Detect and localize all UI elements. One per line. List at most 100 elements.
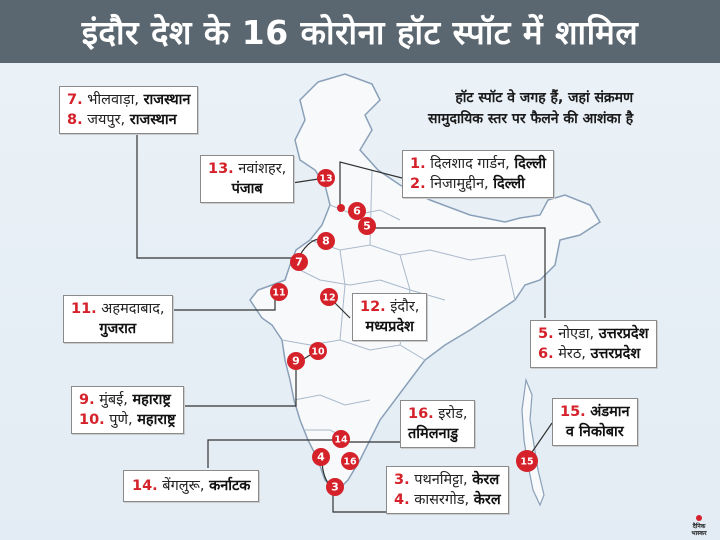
label-place-14: बेंगलुरू, (162, 478, 205, 494)
hotspot-marker-label-6: 6 (353, 205, 361, 218)
label-box-noida-meerut: 5. नोएडा, उत्तरप्रदेश 6. मेरठ, उत्तरप्रद… (530, 320, 657, 368)
label-place-4: कासरगोड, (414, 492, 470, 508)
label-place-15: अंडमान (590, 404, 630, 420)
label-box-indore: 12. इंदौर, मध्यप्रदेश (352, 293, 428, 341)
label-num-14: 14. (132, 478, 158, 494)
hotspot-marker-7 (290, 253, 308, 271)
hotspot-marker-label-5: 5 (363, 220, 371, 233)
label-box-bengaluru: 14. बेंगलुरू, कर्नाटक (123, 470, 260, 502)
hotspot-marker-5 (358, 217, 376, 235)
label-place-5: नोएडा, (558, 326, 595, 342)
hotspot-marker-16 (341, 452, 359, 470)
label-num-6: 6. (538, 346, 554, 362)
hotspot-marker-label-10: 10 (311, 347, 325, 358)
label-box-erode: 16. इरोड, तमिलनाडु (400, 400, 476, 448)
hotspot-marker-label-15: 15 (520, 457, 533, 468)
label-place-10: पुणे, (109, 412, 133, 428)
hotspot-marker-delhi (337, 204, 345, 212)
label-num-9: 9. (79, 392, 95, 408)
label-state-15: व निकोबार (565, 424, 624, 440)
label-num-5: 5. (538, 326, 554, 342)
label-place-13: नवांशहर, (238, 161, 287, 177)
logo-line-2: भास्कर (691, 530, 707, 537)
label-num-8: 8. (67, 112, 83, 128)
hotspot-marker-label-12: 12 (322, 293, 335, 304)
hotspot-marker-label-3: 3 (331, 481, 339, 494)
label-place-2: निजामुद्दीन, (430, 176, 489, 192)
label-place-3: पथनमिट्टा, (414, 472, 468, 488)
label-state-11: गुजरात (99, 321, 137, 337)
title-bar: इंदौर देश के 16 कोरोना हॉट स्पॉट में शाम… (0, 0, 720, 63)
label-place-7: भीलवाड़ा, (87, 92, 139, 108)
label-box-andaman: 15. अंडमान व निकोबार (552, 398, 638, 446)
label-box-ahmedabad: 11. अहमदाबाद, गुजरात (63, 295, 173, 343)
label-num-1: 1. (410, 156, 426, 172)
hotspot-marker-label-4: 4 (317, 451, 325, 464)
label-place-16: इरोड, (438, 406, 468, 422)
hotspot-marker-label-8: 8 (322, 235, 330, 248)
logo-dot-icon (696, 515, 702, 521)
logo-line-1: दैनिक (692, 523, 706, 530)
label-place-11: अहमदाबाद, (101, 301, 165, 317)
dainik-bhaskar-logo: दैनिक भास्कर (684, 515, 714, 537)
label-num-13: 13. (208, 161, 234, 177)
page-title: इंदौर देश के 16 कोरोना हॉट स्पॉट में शाम… (81, 13, 639, 52)
hotspot-marker-label-14: 14 (334, 435, 348, 446)
label-state-10: महाराष्ट्र (137, 412, 176, 428)
hotspot-marker-13 (317, 169, 335, 187)
hotspot-marker-12 (320, 288, 338, 306)
label-num-4: 4. (394, 492, 410, 508)
hotspot-marker-label-16: 16 (343, 457, 357, 468)
label-num-11: 11. (71, 301, 97, 317)
hotspot-marker-10 (309, 342, 327, 360)
hotspot-marker-15 (516, 450, 538, 472)
india-outline (249, 73, 602, 494)
state-borders (281, 169, 516, 441)
label-state-14: कर्नाटक (209, 478, 251, 494)
hotspot-marker-9 (287, 352, 305, 370)
hotspot-marker-label-9: 9 (292, 355, 300, 368)
label-num-2: 2. (410, 176, 426, 192)
andaman-islands (521, 377, 545, 507)
label-place-1: दिलशाद गार्डन, (430, 156, 510, 172)
label-num-10: 10. (79, 412, 105, 428)
label-place-8: जयपुर, (87, 112, 126, 128)
label-state-7: राजस्थान (143, 92, 191, 108)
hotspot-marker-3 (326, 478, 344, 496)
label-box-mumbai-pune: 9. मुंबई, महाराष्ट्र 10. पुणे, महाराष्ट्… (71, 386, 184, 434)
label-num-7: 7. (67, 92, 83, 108)
label-num-3: 3. (394, 472, 410, 488)
label-num-12: 12. (360, 299, 386, 315)
label-num-16: 16. (408, 406, 434, 422)
label-state-8: राजस्थान (129, 112, 177, 128)
label-state-1: दिल्ली (514, 156, 546, 172)
hotspot-note: हॉट स्पॉट वे जगह हैं, जहां संक्रमण सामुद… (428, 88, 633, 130)
note-line-1: हॉट स्पॉट वे जगह हैं, जहां संक्रमण (455, 90, 634, 106)
label-place-6: मेरठ, (558, 346, 586, 362)
hotspot-markers: 3 4 56 7 8 9 10 11 12 13 14 15 16 (270, 169, 538, 496)
label-state-4: केरल (473, 492, 501, 508)
hotspot-marker-14 (332, 430, 350, 448)
hotspot-marker-8 (317, 232, 335, 250)
label-state-2: दिल्ली (493, 176, 525, 192)
label-state-13: पंजाब (231, 181, 263, 197)
label-state-12: मध्यप्रदेश (365, 319, 414, 335)
hotspot-marker-label-7: 7 (295, 256, 303, 269)
label-state-9: महाराष्ट्र (132, 392, 171, 408)
label-place-9: मुंबई, (99, 392, 128, 408)
label-state-6: उत्तरप्रदेश (590, 346, 641, 362)
label-box-delhi: 1. दिलशाद गार्डन, दिल्ली 2. निजामुद्दीन,… (402, 150, 554, 198)
hotspot-marker-label-11: 11 (272, 288, 285, 299)
label-state-5: उत्तरप्रदेश (598, 326, 649, 342)
hotspot-marker-4 (312, 448, 330, 466)
label-box-nawanshahr: 13. नवांशहर, पंजाब (200, 155, 295, 203)
label-num-15: 15. (560, 404, 586, 420)
hotspot-marker-6 (348, 202, 366, 220)
note-line-2: सामुदायिक स्तर पर फैलने की आशंका है (428, 111, 634, 127)
label-box-bhilwara-jaipur: 7. भीलवाड़ा, राजस्थान 8. जयपुर, राजस्थान (59, 86, 199, 134)
hotspot-marker-11 (270, 283, 288, 301)
label-state-3: केरल (472, 472, 500, 488)
hotspot-marker-label-13: 13 (319, 174, 332, 185)
label-state-16: तमिलनाडु (408, 426, 459, 442)
